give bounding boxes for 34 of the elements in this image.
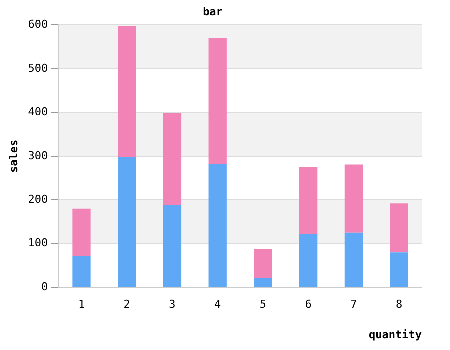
bar <box>254 249 272 278</box>
y-tick-label: 200 <box>28 192 48 206</box>
x-tick-label: 6 <box>305 298 312 312</box>
bar <box>300 167 318 234</box>
y-tick-label: 100 <box>28 236 48 250</box>
bar <box>344 164 364 233</box>
x-tick-label: 1 <box>78 298 86 312</box>
bar <box>163 114 182 206</box>
bar <box>300 234 318 288</box>
chart-title: bar <box>203 5 224 18</box>
x-tick-label: 4 <box>214 298 222 312</box>
bar <box>72 256 91 288</box>
x-tick-label: 2 <box>124 298 130 312</box>
x-tick-label: 3 <box>169 298 176 312</box>
x-axis-title: quantity <box>369 328 422 342</box>
bar <box>72 208 91 256</box>
y-tick-label: 300 <box>28 149 48 162</box>
bar <box>163 205 182 288</box>
bar <box>390 204 408 253</box>
y-axis-title: sales <box>7 140 20 173</box>
y-tick-label: 500 <box>28 62 48 75</box>
bar <box>208 38 227 164</box>
y-tick-label: 0 <box>41 280 48 294</box>
bar <box>344 232 364 288</box>
y-tick-label: 400 <box>28 106 48 119</box>
bar <box>118 157 136 288</box>
y-tick-label: 600 <box>28 18 48 32</box>
bar <box>254 278 272 288</box>
x-tick-label: 8 <box>396 298 403 312</box>
x-tick-label: 5 <box>260 298 267 312</box>
bar <box>118 26 136 158</box>
x-tick-label: 7 <box>350 298 358 312</box>
bar <box>390 252 408 288</box>
bar <box>208 164 227 288</box>
